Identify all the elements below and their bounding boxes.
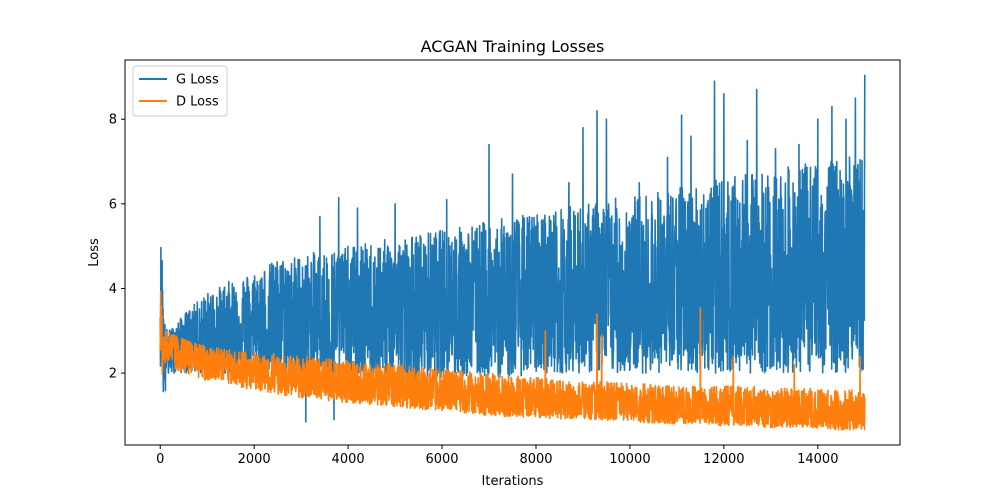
axes-frame <box>124 59 901 446</box>
x-tick-label: 0 <box>156 452 164 467</box>
x-axis-title: Iterations <box>482 474 544 489</box>
x-tick-label: 6000 <box>425 452 458 467</box>
x-tick-label: 12000 <box>703 452 744 467</box>
x-tick-label: 2000 <box>238 452 271 467</box>
x-tick-label: 10000 <box>609 452 650 467</box>
series-layer <box>159 74 866 431</box>
legend-label: G Loss <box>176 73 219 88</box>
y-tick-label: 4 <box>109 282 117 297</box>
legend: G Loss D Loss <box>132 65 228 117</box>
chart-title: ACGAN Training Losses <box>421 37 605 56</box>
y-tick-label: 6 <box>109 197 117 212</box>
x-tick-label: 4000 <box>332 452 365 467</box>
y-tick-label: 8 <box>109 113 117 128</box>
legend-label: D Loss <box>176 95 219 110</box>
y-axis-title: Loss <box>87 238 102 267</box>
y-axis: 2 4 6 8 <box>109 113 125 382</box>
x-axis: 0 2000 4000 6000 8000 10000 12000 14000 <box>156 445 838 467</box>
x-tick-label: 14000 <box>797 452 838 467</box>
series-line-d-loss <box>159 290 866 431</box>
series-line-g-loss <box>159 74 866 423</box>
x-tick-label: 8000 <box>519 452 552 467</box>
y-tick-label: 2 <box>109 367 117 382</box>
